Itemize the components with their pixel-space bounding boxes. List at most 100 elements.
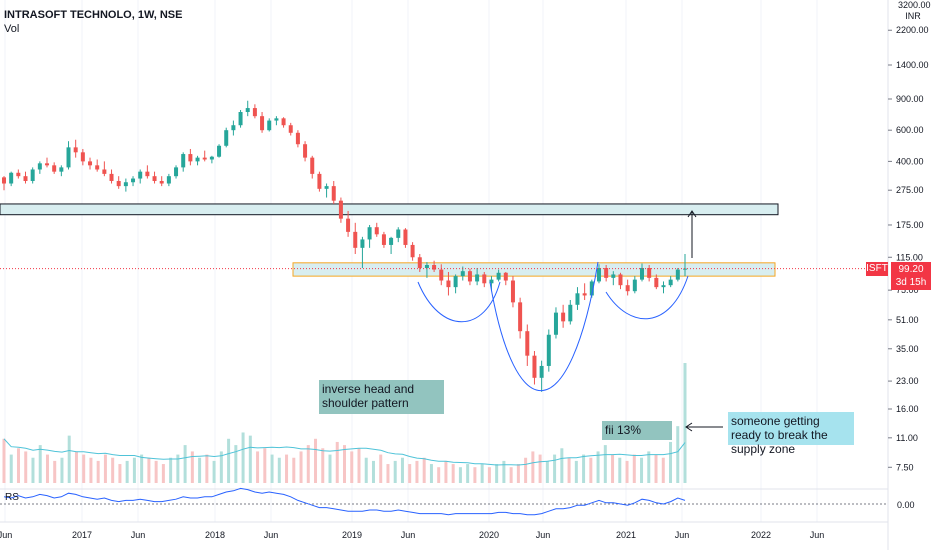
volume-bar <box>379 454 383 483</box>
time-tick-label: Jun <box>810 530 825 540</box>
volume-bar <box>545 460 549 483</box>
chart-legend: INTRASOFT TECHNOLO, 1W, NSE Vol <box>4 8 182 36</box>
price-tick-label: 1400.00 <box>896 60 929 70</box>
candle-body <box>9 172 14 184</box>
time-tick-label: 2017 <box>72 530 92 540</box>
candle-body <box>267 120 272 131</box>
candle-body <box>224 130 229 146</box>
volume-bar <box>147 457 151 483</box>
current-price-value: 99.20 <box>898 264 924 275</box>
candle-body <box>503 272 508 281</box>
candle-body <box>510 280 515 303</box>
pattern-annotation[interactable]: inverse head and shoulder pattern <box>319 380 444 414</box>
candle-body <box>367 227 372 240</box>
candle-body <box>632 279 637 292</box>
volume-bar <box>502 460 506 483</box>
candle-body <box>467 271 472 282</box>
candle-body <box>675 269 680 280</box>
volume-bar <box>9 454 13 483</box>
volume-bar <box>466 464 470 483</box>
pattern-curves <box>417 261 689 391</box>
time-tick-label: Jun <box>264 530 279 540</box>
volume-bar <box>386 464 390 483</box>
candles <box>2 100 687 392</box>
volume-bar <box>567 457 571 483</box>
volume-bar <box>270 454 274 483</box>
volume-bar <box>60 457 64 483</box>
volume-bar <box>400 457 404 483</box>
volume-bar <box>140 454 144 483</box>
volume-bar <box>328 454 332 483</box>
head-curve <box>489 261 599 391</box>
candle-body <box>403 229 408 245</box>
volume-bar <box>132 457 136 483</box>
candle-body <box>59 167 64 172</box>
chart-grid <box>4 0 818 522</box>
candle-body <box>159 180 164 184</box>
volume-bar <box>524 457 528 483</box>
volume-bar <box>538 454 542 483</box>
candle-body <box>217 145 222 157</box>
volume-bar <box>429 464 433 483</box>
candle-body <box>625 285 630 292</box>
price-tick-label: 51.00 <box>896 315 919 325</box>
rs-tick-label: 0.00 <box>897 500 915 510</box>
volume-bar <box>487 467 491 483</box>
candle-body <box>338 200 343 219</box>
volume-bar <box>683 363 687 483</box>
candle-body <box>489 279 494 284</box>
currency-label: INR <box>905 11 921 21</box>
volume-bar <box>611 454 615 483</box>
volume-bar <box>640 457 644 483</box>
volume-bar <box>589 457 593 483</box>
volume-bar <box>669 441 673 483</box>
candle-body <box>324 186 329 189</box>
candle-body <box>668 279 673 286</box>
time-tick-label: 2020 <box>479 530 499 540</box>
volume-bar <box>654 454 658 483</box>
candle-body <box>116 180 121 187</box>
candle-body <box>181 154 186 168</box>
candle-body <box>424 265 429 269</box>
volume-bar <box>82 454 86 483</box>
volume-bar <box>38 445 42 483</box>
volume-bar <box>343 445 346 483</box>
candle-body <box>152 176 157 181</box>
price-tick-label: 275.00 <box>896 185 924 195</box>
volume-bar <box>183 445 187 483</box>
price-tick-label: 7.50 <box>896 462 914 472</box>
candle-body <box>45 163 50 166</box>
volume-bar <box>582 454 586 483</box>
candle-body <box>88 161 93 166</box>
pointer-arrow-head <box>685 422 693 432</box>
volume-bar <box>625 460 629 483</box>
supply-annotation[interactable]: someone getting ready to break the suppl… <box>728 412 854 456</box>
time-axis-ticks: Jun 2017 Jun 2018 Jun 2019 Jun 2020 Jun 2021 Jun 20… <box>0 530 824 540</box>
candle-body <box>539 365 544 378</box>
volume-bar <box>603 445 607 483</box>
candle-body <box>245 108 250 113</box>
candle-body <box>439 269 444 281</box>
volume-bar <box>451 464 455 483</box>
candle-body <box>611 274 616 278</box>
fii-annotation[interactable]: fii 13% <box>602 421 672 440</box>
candle-body <box>647 268 652 278</box>
volume-bar <box>299 451 303 483</box>
rs-line <box>3 487 686 516</box>
price-tick-label: 600.00 <box>896 125 924 135</box>
volume-bar <box>263 448 267 483</box>
candle-body <box>109 173 114 181</box>
volume-bar <box>473 467 477 483</box>
price-tick-label: 400.00 <box>896 156 924 166</box>
volume-bar <box>277 457 281 483</box>
volume-bar <box>31 457 35 483</box>
price-tick-label: 35.00 <box>896 344 919 354</box>
volume-bar <box>553 454 557 483</box>
volume-bar <box>96 460 100 483</box>
volume-bar <box>285 454 289 483</box>
candle-body <box>453 276 458 288</box>
volume-bars <box>2 363 687 483</box>
candle-body <box>303 144 308 158</box>
candle-body <box>389 237 394 245</box>
